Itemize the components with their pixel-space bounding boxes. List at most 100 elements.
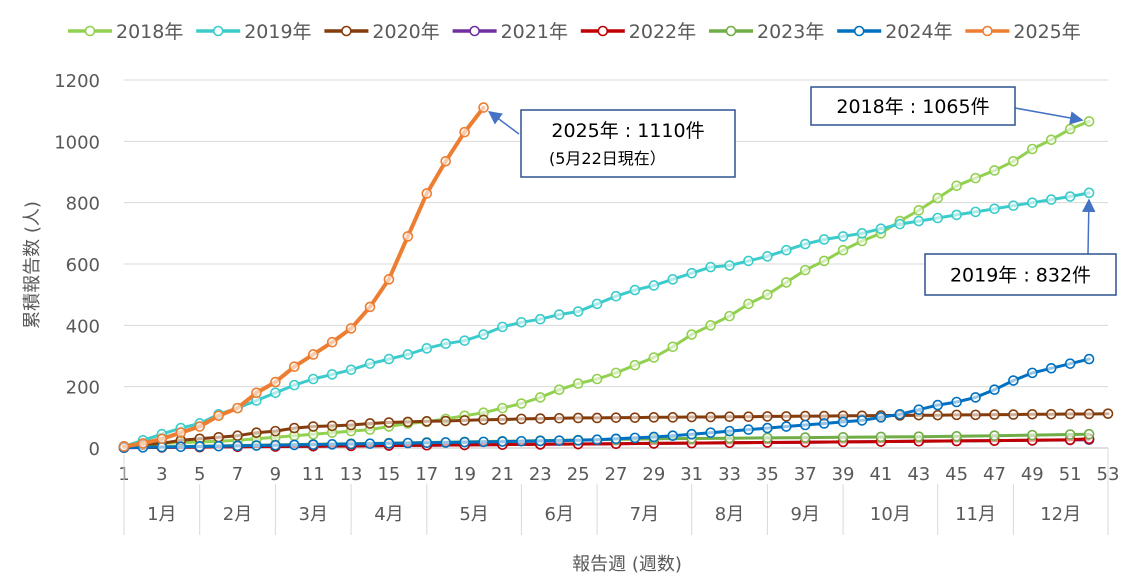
data-point	[307, 439, 319, 450]
data-point	[875, 431, 887, 443]
data-point	[591, 298, 603, 310]
data-point	[270, 376, 281, 388]
data-point	[421, 416, 433, 427]
data-point	[610, 412, 622, 423]
month-label-6: 6月	[545, 504, 574, 525]
y-axis-label: 累積報告数 (人)	[22, 201, 43, 329]
data-point	[970, 392, 981, 403]
month-label-9: 9月	[791, 504, 820, 525]
data-point	[686, 267, 697, 279]
data-point	[553, 309, 565, 320]
series-2025	[118, 102, 489, 452]
data-point	[743, 411, 754, 423]
data-point	[1064, 123, 1076, 135]
data-point	[970, 172, 981, 184]
legend-label: 2025年	[1013, 21, 1080, 43]
data-point	[383, 417, 395, 428]
x-tick-label-41: 41	[869, 464, 892, 485]
data-point	[875, 412, 887, 423]
data-point	[629, 412, 641, 423]
month-label-4: 4月	[374, 504, 403, 525]
data-point	[213, 431, 224, 443]
data-point	[289, 439, 300, 451]
data-point	[440, 155, 451, 167]
data-point	[1045, 362, 1057, 374]
data-point	[402, 231, 414, 242]
data-point	[913, 431, 925, 442]
x-tick-label-11: 11	[302, 464, 325, 485]
data-point	[194, 421, 205, 432]
legend-item-2023: 2023年	[709, 21, 824, 43]
data-point	[762, 422, 773, 434]
data-point	[232, 402, 243, 414]
data-point	[856, 228, 868, 239]
data-point	[818, 418, 830, 429]
data-point	[232, 430, 243, 442]
x-tick-label-39: 39	[832, 464, 855, 485]
data-point	[553, 435, 565, 446]
data-point	[951, 431, 962, 442]
data-point	[421, 343, 433, 354]
data-point	[364, 301, 376, 313]
data-point	[1008, 409, 1019, 420]
month-label-1: 1月	[147, 504, 176, 525]
data-point	[743, 298, 754, 310]
x-axis: 1 3 5 7 9 11 13 15 17 19 21 23 25 27 29 31 33 35 37 39 41 43 4…	[118, 447, 1119, 535]
data-point	[516, 398, 527, 409]
legend-item-2024: 2024年	[837, 21, 953, 43]
x-tick-label-49: 49	[1021, 464, 1044, 485]
data-point	[837, 244, 849, 256]
data-point	[762, 411, 773, 422]
data-point	[667, 412, 679, 423]
data-point	[497, 321, 508, 333]
x-tick-label-5: 5	[194, 464, 205, 485]
data-point	[232, 440, 243, 452]
data-point	[326, 369, 338, 380]
data-point	[175, 441, 187, 453]
data-point	[553, 384, 565, 396]
x-tick-label-3: 3	[156, 464, 167, 485]
data-point	[421, 188, 433, 199]
data-point	[535, 313, 546, 325]
data-point	[894, 408, 906, 420]
data-point	[553, 412, 565, 424]
data-point	[591, 434, 603, 446]
series-layer	[118, 102, 1114, 453]
data-point	[194, 441, 205, 452]
series-line-2024	[122, 357, 1091, 450]
legend-label: 2022年	[629, 21, 696, 43]
data-point	[837, 431, 849, 443]
data-point	[1045, 194, 1057, 205]
callout-box	[924, 253, 1117, 296]
data-point	[1064, 191, 1076, 202]
x-tick-label-19: 19	[453, 464, 476, 485]
data-point	[289, 361, 300, 373]
data-point	[572, 412, 584, 424]
legend-label: 2018年	[116, 21, 183, 43]
data-point	[932, 399, 943, 411]
data-point	[913, 205, 925, 216]
legend-item-2019: 2019年	[196, 21, 312, 43]
data-point	[383, 274, 395, 285]
data-point	[629, 432, 641, 444]
x-tick-label-23: 23	[529, 464, 552, 485]
data-point	[478, 102, 489, 113]
data-point	[724, 425, 735, 437]
x-tick-label-45: 45	[945, 464, 968, 485]
y-tick-label-200: 200	[66, 378, 100, 399]
data-point	[970, 409, 981, 421]
y-tick-label-800: 800	[66, 194, 100, 215]
legend: 2018年 2019年 2020年 2021年 2022年 2023年 2024年 2025年	[68, 21, 1081, 43]
data-point	[175, 427, 187, 438]
x-tick-label-51: 51	[1059, 464, 1082, 485]
data-point	[762, 432, 773, 444]
callout-sublabel: (5月22日現在）	[549, 149, 666, 168]
data-point	[781, 244, 792, 256]
callout-label: 2018年 : 1065件	[836, 96, 989, 118]
data-point	[326, 439, 338, 450]
x-tick-label-27: 27	[605, 464, 628, 485]
y-tick-label-600: 600	[66, 255, 100, 276]
x-tick-label-17: 17	[415, 464, 438, 485]
month-label-8: 8月	[715, 504, 744, 525]
data-point	[667, 430, 679, 442]
